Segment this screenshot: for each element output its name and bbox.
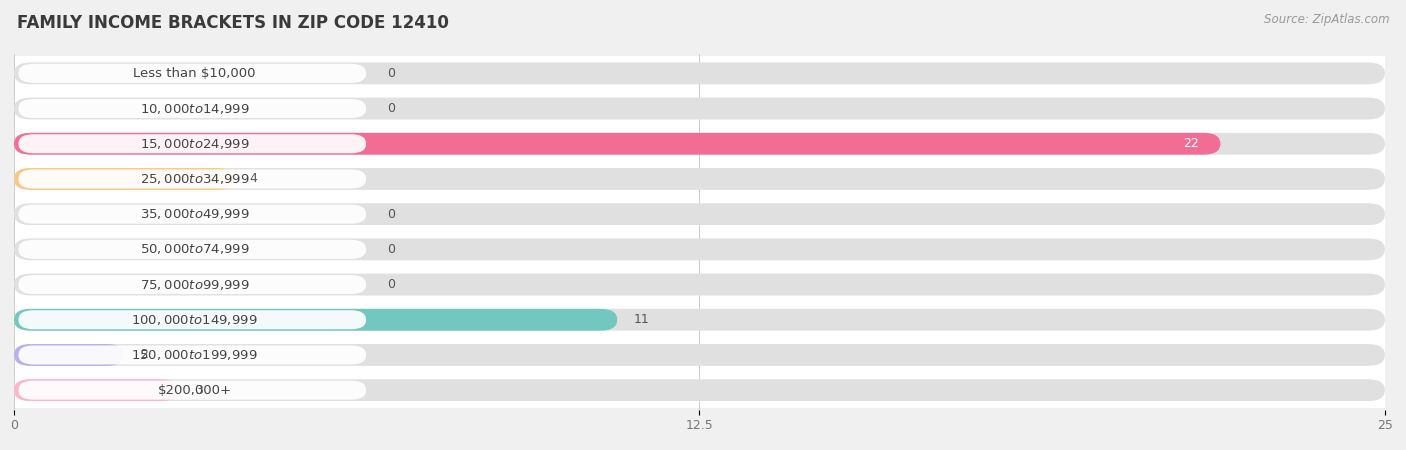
FancyBboxPatch shape (14, 274, 1385, 296)
Text: 2: 2 (141, 348, 148, 361)
FancyBboxPatch shape (14, 168, 1385, 190)
FancyBboxPatch shape (14, 309, 1385, 331)
FancyBboxPatch shape (14, 133, 1220, 155)
FancyBboxPatch shape (18, 381, 366, 400)
Text: $50,000 to $74,999: $50,000 to $74,999 (139, 243, 249, 256)
Text: $200,000+: $200,000+ (157, 384, 232, 396)
FancyBboxPatch shape (18, 310, 366, 329)
Text: 3: 3 (195, 384, 202, 396)
FancyBboxPatch shape (14, 133, 1385, 155)
Text: $15,000 to $24,999: $15,000 to $24,999 (139, 137, 249, 151)
Text: $150,000 to $199,999: $150,000 to $199,999 (131, 348, 257, 362)
Bar (14, 338, 1385, 373)
Text: $100,000 to $149,999: $100,000 to $149,999 (131, 313, 257, 327)
FancyBboxPatch shape (18, 275, 366, 294)
Bar (14, 126, 1385, 162)
Text: $25,000 to $34,999: $25,000 to $34,999 (139, 172, 249, 186)
FancyBboxPatch shape (18, 170, 366, 189)
FancyBboxPatch shape (14, 309, 617, 331)
Text: Less than $10,000: Less than $10,000 (134, 67, 256, 80)
Text: 0: 0 (387, 67, 395, 80)
Text: FAMILY INCOME BRACKETS IN ZIP CODE 12410: FAMILY INCOME BRACKETS IN ZIP CODE 12410 (17, 14, 449, 32)
Text: 22: 22 (1182, 137, 1198, 150)
FancyBboxPatch shape (14, 379, 179, 401)
Bar (14, 232, 1385, 267)
FancyBboxPatch shape (14, 379, 1385, 401)
FancyBboxPatch shape (14, 168, 233, 190)
Text: 0: 0 (387, 207, 395, 220)
FancyBboxPatch shape (18, 134, 366, 153)
Bar (14, 267, 1385, 302)
FancyBboxPatch shape (18, 205, 366, 224)
FancyBboxPatch shape (18, 99, 366, 118)
Bar (14, 91, 1385, 126)
FancyBboxPatch shape (18, 64, 366, 83)
Text: 0: 0 (387, 243, 395, 256)
Text: $10,000 to $14,999: $10,000 to $14,999 (139, 102, 249, 116)
FancyBboxPatch shape (14, 344, 1385, 366)
Text: $35,000 to $49,999: $35,000 to $49,999 (139, 207, 249, 221)
FancyBboxPatch shape (18, 346, 366, 365)
Text: 0: 0 (387, 278, 395, 291)
FancyBboxPatch shape (14, 98, 1385, 119)
Bar (14, 197, 1385, 232)
FancyBboxPatch shape (18, 240, 366, 259)
Bar (14, 56, 1385, 91)
Bar (14, 162, 1385, 197)
Bar (14, 302, 1385, 338)
FancyBboxPatch shape (14, 63, 1385, 84)
FancyBboxPatch shape (14, 344, 124, 366)
Text: $75,000 to $99,999: $75,000 to $99,999 (139, 278, 249, 292)
FancyBboxPatch shape (14, 238, 1385, 260)
Text: 4: 4 (250, 172, 257, 185)
Bar (14, 373, 1385, 408)
Text: 0: 0 (387, 102, 395, 115)
Text: 11: 11 (634, 313, 650, 326)
FancyBboxPatch shape (14, 203, 1385, 225)
Text: Source: ZipAtlas.com: Source: ZipAtlas.com (1264, 14, 1389, 27)
